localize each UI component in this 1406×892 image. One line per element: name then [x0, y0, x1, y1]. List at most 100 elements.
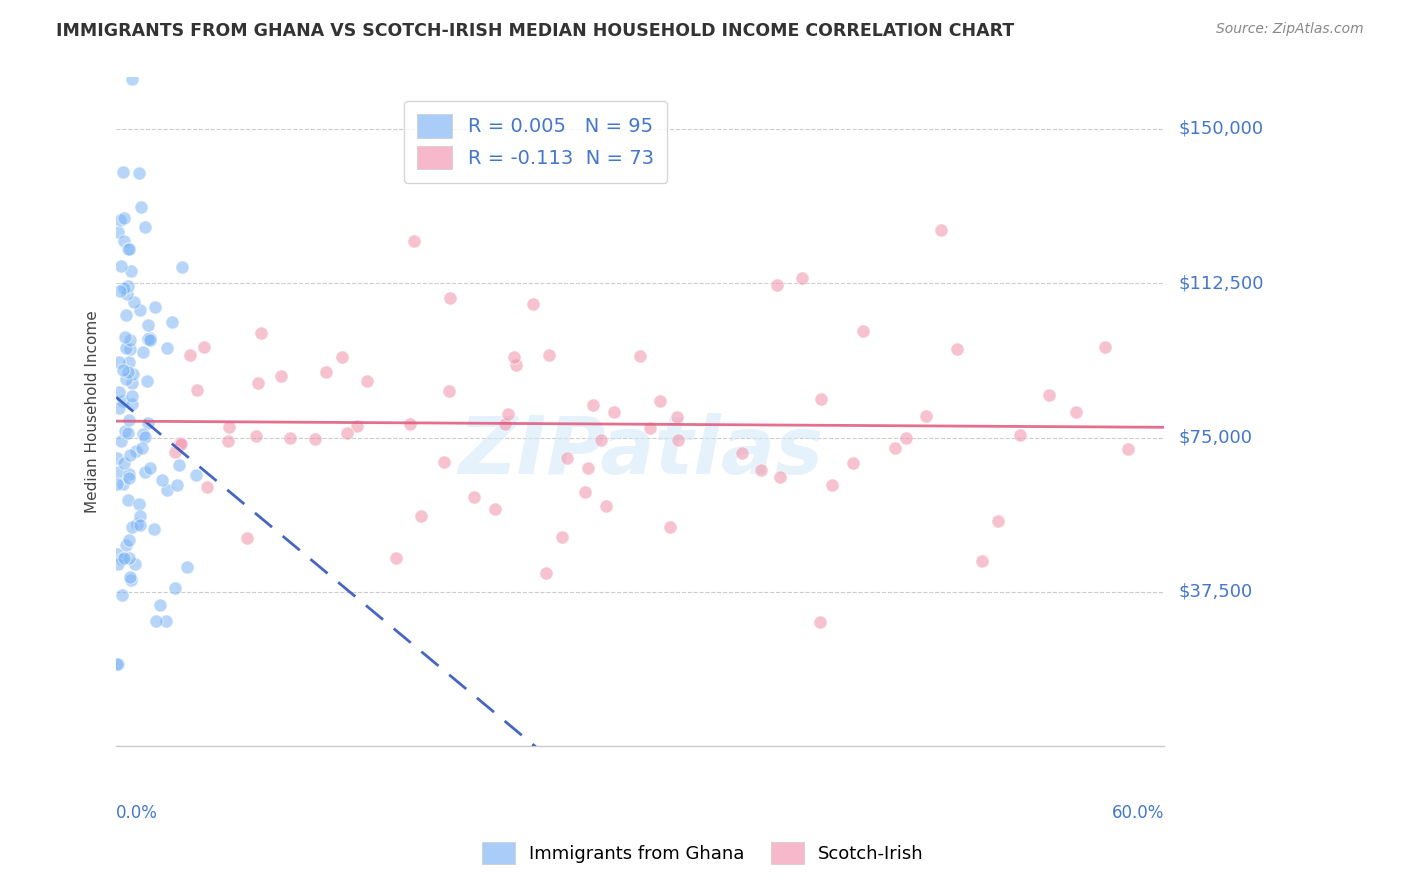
Point	[120, 333, 142, 347]
Point	[131, 441, 153, 455]
Point	[111, 588, 134, 602]
Point	[398, 417, 420, 431]
Point	[195, 480, 218, 494]
Point	[143, 300, 166, 314]
Point	[346, 419, 368, 434]
Point	[842, 456, 865, 470]
Point	[167, 458, 190, 472]
Point	[278, 431, 301, 445]
Text: IMMIGRANTS FROM GHANA VS SCOTCH-IRISH MEDIAN HOUSEHOLD INCOME CORRELATION CHART: IMMIGRANTS FROM GHANA VS SCOTCH-IRISH ME…	[56, 22, 1015, 40]
Point	[503, 350, 526, 364]
Point	[589, 433, 612, 447]
Point	[136, 416, 159, 430]
Point	[765, 277, 787, 292]
Point	[217, 434, 239, 449]
Point	[574, 485, 596, 500]
Point	[134, 219, 156, 234]
Point	[247, 376, 270, 391]
Text: Source: ZipAtlas.com: Source: ZipAtlas.com	[1216, 22, 1364, 37]
Point	[170, 437, 193, 451]
Point	[555, 450, 578, 465]
Point	[170, 260, 193, 275]
Point	[117, 243, 139, 257]
Point	[107, 450, 129, 465]
Point	[114, 424, 136, 438]
Point	[118, 448, 141, 462]
Point	[120, 573, 142, 587]
Point	[946, 342, 969, 356]
Point	[118, 355, 141, 369]
Point	[112, 550, 135, 565]
Point	[433, 455, 456, 469]
Point	[105, 657, 128, 671]
Text: $75,000: $75,000	[1178, 428, 1253, 447]
Point	[118, 413, 141, 427]
Point	[110, 434, 132, 449]
Point	[484, 502, 506, 516]
Point	[128, 165, 150, 179]
Point	[576, 460, 599, 475]
Point	[582, 398, 605, 412]
Point	[134, 430, 156, 444]
Point	[118, 550, 141, 565]
Point	[117, 365, 139, 379]
Point	[127, 516, 149, 531]
Point	[107, 557, 129, 571]
Text: $112,500: $112,500	[1178, 274, 1264, 293]
Point	[1116, 442, 1139, 456]
Point	[112, 456, 135, 470]
Point	[179, 348, 201, 362]
Point	[121, 389, 143, 403]
Point	[118, 242, 141, 256]
Point	[176, 560, 198, 574]
Point	[505, 358, 527, 372]
Text: 60.0%: 60.0%	[1112, 804, 1164, 822]
Text: ZIPatlas: ZIPatlas	[458, 413, 823, 491]
Point	[384, 550, 406, 565]
Point	[108, 385, 131, 400]
Point	[107, 225, 129, 239]
Point	[117, 287, 139, 301]
Point	[112, 234, 135, 248]
Point	[409, 509, 432, 524]
Point	[107, 657, 129, 671]
Point	[439, 291, 461, 305]
Text: $37,500: $37,500	[1178, 583, 1253, 601]
Point	[156, 483, 179, 498]
Point	[810, 392, 832, 406]
Point	[987, 514, 1010, 528]
Point	[169, 436, 191, 450]
Point	[120, 570, 142, 584]
Point	[129, 200, 152, 214]
Point	[112, 211, 135, 225]
Point	[522, 297, 544, 311]
Point	[112, 393, 135, 408]
Point	[117, 492, 139, 507]
Point	[970, 554, 993, 568]
Point	[245, 428, 267, 442]
Point	[110, 259, 132, 273]
Point	[666, 433, 689, 447]
Point	[155, 614, 177, 628]
Point	[356, 374, 378, 388]
Point	[118, 471, 141, 485]
Point	[145, 614, 167, 628]
Point	[118, 533, 141, 547]
Point	[155, 341, 177, 355]
Point	[139, 331, 162, 345]
Point	[129, 509, 152, 524]
Y-axis label: Median Household Income: Median Household Income	[86, 310, 100, 513]
Point	[108, 285, 131, 299]
Point	[114, 281, 136, 295]
Legend: Immigrants from Ghana, Scotch-Irish: Immigrants from Ghana, Scotch-Irish	[468, 828, 938, 879]
Point	[666, 409, 689, 424]
Point	[149, 599, 172, 613]
Point	[463, 491, 485, 505]
Point	[124, 558, 146, 572]
Point	[638, 421, 661, 435]
Point	[117, 279, 139, 293]
Point	[249, 326, 271, 340]
Point	[1038, 388, 1060, 402]
Point	[336, 425, 359, 440]
Point	[136, 374, 159, 388]
